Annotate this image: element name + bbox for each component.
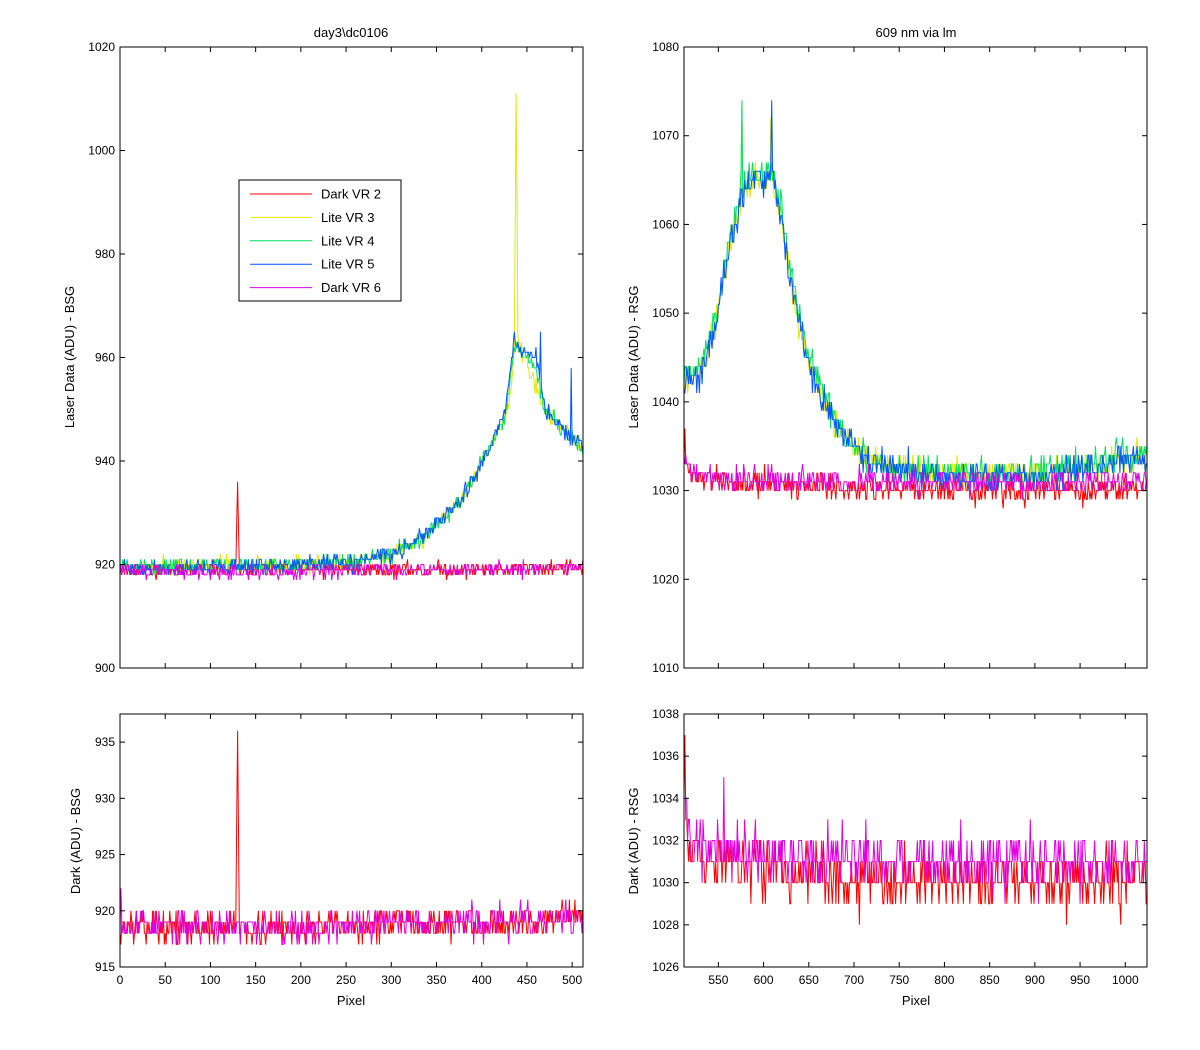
series-line-dark-vr-6 bbox=[684, 455, 1147, 500]
series-line-dark-vr-2 bbox=[684, 735, 1147, 925]
y-tick-label: 920 bbox=[95, 904, 115, 918]
y-tick-label: 1000 bbox=[88, 144, 115, 158]
panel-bottom-right: Dark (ADU) - RSG Pixel 10261028103010321… bbox=[626, 707, 1148, 1008]
x-tick-label: 600 bbox=[754, 973, 774, 987]
plot-area: 1010 1020 1030 1040 1050 1060 1070 1080 bbox=[652, 40, 1148, 675]
y-tick-label: 1030 bbox=[652, 876, 679, 890]
x-tick-label: 0 bbox=[117, 973, 124, 987]
y-tick-label: 960 bbox=[95, 351, 115, 365]
y-tick-label: 925 bbox=[95, 848, 115, 862]
y-tick-label: 1080 bbox=[652, 40, 679, 54]
x-tick-label: 550 bbox=[708, 973, 728, 987]
y-axis-label: Dark (ADU) - RSG bbox=[626, 788, 641, 895]
series-line-lite-vr-5 bbox=[684, 100, 1147, 491]
y-tick-label: 1032 bbox=[652, 834, 679, 848]
x-tick-label: 200 bbox=[291, 973, 311, 987]
y-tick-label: 1050 bbox=[652, 306, 679, 320]
panel-top-right: 609 nm via lm Laser Data (ADU) - RSG 101… bbox=[626, 25, 1148, 675]
y-tick-label: 1038 bbox=[652, 707, 679, 721]
series-line-dark-vr-6 bbox=[120, 559, 583, 581]
y-axis-label: Laser Data (ADU) - BSG bbox=[62, 286, 77, 428]
x-tick-label: 900 bbox=[1025, 973, 1045, 987]
y-tick-label: 900 bbox=[95, 661, 115, 675]
y-tick-label: 1040 bbox=[652, 395, 679, 409]
y-tick-label: 1060 bbox=[652, 217, 679, 231]
series-line-dark-vr-6 bbox=[120, 888, 583, 945]
y-tick-label: 1030 bbox=[652, 484, 679, 498]
x-tick-label: 950 bbox=[1070, 973, 1090, 987]
legend-label: Lite VR 5 bbox=[321, 257, 374, 272]
series-group bbox=[684, 735, 1147, 925]
plot-area: 915 920 925 930 935 0 50 100 150 200 250 300 350 400 4… bbox=[95, 713, 584, 987]
x-axis-label: Pixel bbox=[902, 993, 930, 1008]
y-tick-label: 1034 bbox=[652, 791, 679, 805]
y-tick-label: 1028 bbox=[652, 918, 679, 932]
y-tick-label: 980 bbox=[95, 247, 115, 261]
panel-top-left: day3\dc0106 Laser Data (ADU) - BSG 900 92… bbox=[62, 25, 584, 675]
plot-area: 900 920 940 960 980 1000 1020 Dark VR 2 Lite VR … bbox=[88, 40, 584, 675]
x-tick-label: 150 bbox=[246, 973, 266, 987]
y-tick-label: 1020 bbox=[652, 572, 679, 586]
y-tick-label: 1010 bbox=[652, 661, 679, 675]
chart-title: day3\dc0106 bbox=[314, 25, 388, 40]
plot-background bbox=[684, 47, 1147, 668]
x-tick-label: 750 bbox=[889, 973, 909, 987]
legend-label: Lite VR 4 bbox=[321, 233, 374, 248]
legend-label: Lite VR 3 bbox=[321, 210, 374, 225]
y-tick-label: 930 bbox=[95, 791, 115, 805]
series-line-dark-vr-6 bbox=[684, 777, 1147, 904]
y-tick-label: 1026 bbox=[652, 960, 679, 974]
y-tick-label: 940 bbox=[95, 454, 115, 468]
x-tick-label: 350 bbox=[426, 973, 446, 987]
x-axis-label: Pixel bbox=[337, 993, 365, 1008]
axes-frame bbox=[119, 713, 584, 968]
x-tick-label: 450 bbox=[517, 973, 537, 987]
x-tick-label: 650 bbox=[799, 973, 819, 987]
y-tick-label: 1070 bbox=[652, 129, 679, 143]
y-tick-label: 915 bbox=[95, 960, 115, 974]
x-tick-label: 800 bbox=[934, 973, 954, 987]
axes-frame bbox=[683, 46, 1148, 669]
series-group bbox=[120, 93, 583, 581]
legend: Dark VR 2 Lite VR 3 Lite VR 4 Lite VR 5 Dark… bbox=[238, 179, 402, 302]
y-axis-label: Laser Data (ADU) - RSG bbox=[626, 285, 641, 428]
y-tick-label: 935 bbox=[95, 735, 115, 749]
legend-label: Dark VR 6 bbox=[321, 280, 381, 295]
x-tick-label: 400 bbox=[472, 973, 492, 987]
legend-label: Dark VR 2 bbox=[321, 187, 381, 202]
x-tick-label: 250 bbox=[336, 973, 356, 987]
series-group bbox=[120, 730, 583, 945]
series-group bbox=[684, 100, 1147, 509]
x-tick-label: 700 bbox=[844, 973, 864, 987]
x-tick-label: 300 bbox=[381, 973, 401, 987]
panel-bottom-left: Dark (ADU) - BSG Pixel 915 920 925 930 935 0 5… bbox=[68, 713, 584, 1008]
y-tick-label: 1020 bbox=[88, 40, 115, 54]
x-tick-label: 50 bbox=[159, 973, 173, 987]
y-axis-label: Dark (ADU) - BSG bbox=[68, 788, 83, 894]
x-tick-label: 100 bbox=[200, 973, 220, 987]
x-tick-label: 850 bbox=[980, 973, 1000, 987]
chart-title: 609 nm via lm bbox=[876, 25, 957, 40]
x-tick-label: 1000 bbox=[1112, 973, 1139, 987]
plot-area: 1026 1028 1030 1032 1034 1036 1038 550 600 650 700… bbox=[652, 707, 1148, 987]
series-line-lite-vr-5 bbox=[120, 331, 583, 576]
y-tick-label: 920 bbox=[95, 558, 115, 572]
y-tick-label: 1036 bbox=[652, 749, 679, 763]
x-tick-label: 500 bbox=[562, 973, 582, 987]
